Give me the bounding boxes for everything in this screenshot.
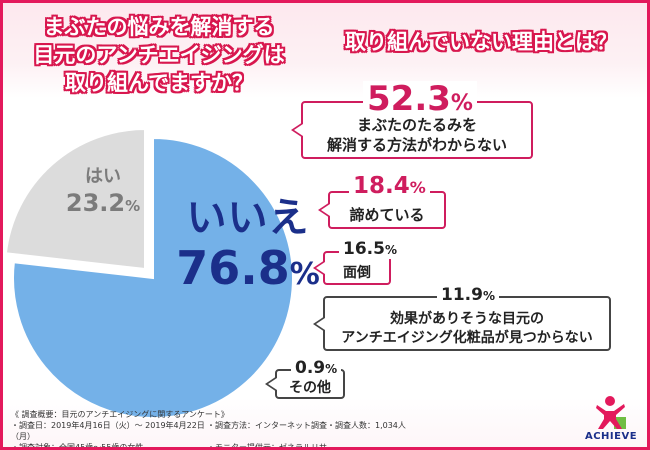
survey-target: ・調査対象：全国45歳～55歳の女性	[11, 443, 144, 450]
achieve-logo: ACHIEVE	[581, 395, 641, 447]
reason-2-line-1: 諦めている	[349, 206, 425, 224]
pie-label-yes-name: はい	[85, 166, 121, 187]
achieve-logo-text: ACHIEVE	[584, 431, 638, 442]
pie-question-line-2: 目元のアンチエイジングは	[33, 43, 285, 67]
survey-method: ・調査方法：インターネット調査	[207, 421, 327, 430]
pie-question-heading: まぶたの悩みを解消する 目元のアンチエイジングは 取り組んでますか？	[19, 13, 299, 97]
pie-label-yes-value: 23.2%	[65, 189, 141, 217]
pie-label-no-value: 76.8%	[176, 241, 320, 295]
pie-label-yes: はい 23.2%	[63, 166, 143, 221]
pie-question-line-3: 取り組んでますか？	[65, 71, 253, 95]
survey-summary: 《 調査概要：目元のアンチエイジングに関するアンケート》 ・調査日：2019年4…	[11, 409, 571, 450]
reason-4-percent: 11.9%	[437, 285, 499, 305]
survey-provider: ・モニター提供元：ゼネラルリサーチ	[207, 443, 327, 450]
pie-slice-yes	[4, 128, 147, 271]
reason-3-line-1: 面倒	[343, 265, 371, 281]
reason-1-percent: 52.3%	[363, 81, 477, 117]
pie-slice-no	[12, 136, 294, 419]
reason-5-percent: 0.9%	[291, 358, 342, 378]
reason-3-percent: 16.5%	[339, 239, 401, 259]
pie-question-line-1: まぶたの悩みを解消する	[43, 15, 275, 39]
reason-bubble-1: まぶたのたるみを 解消する方法がわからない	[291, 101, 533, 159]
reason-1-line-2: 解消する方法がわからない	[326, 136, 507, 154]
pie-label-no: いいえ 76.8%	[163, 195, 333, 302]
reasons-heading: 取り組んでいない理由とは？	[345, 30, 617, 54]
survey-date: ・調査日：2019年4月16日（火）～ 2019年4月22日（月）	[11, 421, 205, 441]
reason-4-line-2: アンチエイジング化粧品が見つからない	[341, 330, 593, 346]
reason-1-line-1: まぶたのたるみを	[356, 116, 477, 134]
reason-4-line-1: 効果がありそうな目元の	[390, 311, 544, 327]
achieve-person-icon	[596, 396, 626, 429]
survey-count: ・調査人数：1,034人	[327, 421, 406, 430]
reason-2-percent: 18.4%	[349, 173, 430, 199]
reason-bubble-4: 効果がありそうな目元の アンチエイジング化粧品が見つからない	[313, 296, 611, 351]
pie-label-no-name: いいえ	[186, 195, 310, 241]
pie-chart	[4, 128, 294, 419]
reason-5-line-1: その他	[289, 380, 331, 396]
survey-heading: 《 調査概要：目元のアンチエイジングに関するアンケート》	[11, 410, 229, 419]
